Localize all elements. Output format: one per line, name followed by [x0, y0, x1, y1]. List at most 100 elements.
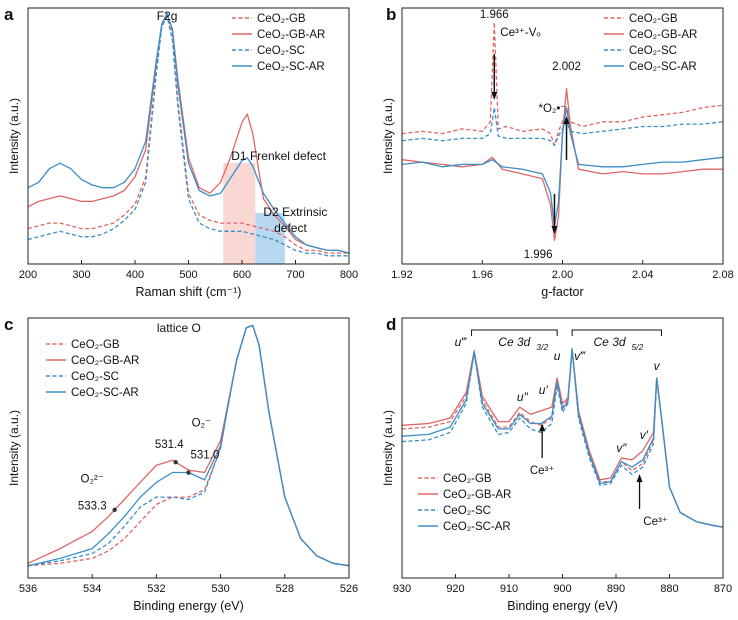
annotation-u1: u′	[539, 383, 549, 397]
bracket-3d32	[471, 329, 558, 336]
panel-label-b: b	[386, 5, 396, 24]
annotation-v3: v‴	[574, 349, 586, 363]
x-tick-label-d-3: 900	[553, 583, 571, 595]
series-line-b-3	[401, 106, 724, 227]
legend-label-d-2: CeO₂-SC	[443, 505, 491, 517]
annotation-u2: u″	[517, 390, 529, 404]
annotation-533-3: 533.3	[78, 501, 107, 513]
x-tick-label-b-4: 2.08	[712, 269, 733, 281]
annotation-sub52: 5/2	[632, 342, 644, 352]
arrow-head-2002	[563, 116, 570, 124]
x-tick-label-a-1: 300	[72, 269, 90, 281]
x-tick-label-a-2: 400	[126, 269, 144, 281]
annotation-sub32: 3/2	[536, 342, 548, 352]
x-tick-label-b-2: 2.00	[552, 269, 573, 281]
series-line-d-2	[401, 348, 724, 528]
panel-label-c: c	[4, 315, 13, 334]
annotation-531-4: 531.4	[155, 439, 184, 451]
legend-label-d-0: CeO₂-GB	[443, 473, 492, 485]
x-tick-label-b-0: 1.92	[391, 269, 412, 281]
legend-label-d-3: CeO₂-SC-AR	[443, 521, 511, 533]
annotation-ce3-a: Ce³⁺	[530, 465, 555, 477]
x-tick-label-a-5: 700	[286, 269, 304, 281]
y-axis-label-a: Intensity (a.u.)	[7, 98, 21, 174]
legend-label-c-2: CeO₂-SC	[71, 371, 119, 383]
series-line-a-3	[27, 12, 350, 254]
marker-0	[112, 507, 117, 513]
legend-label-b-1: CeO₂-GB-AR	[629, 29, 697, 41]
series-line-b-2	[401, 106, 724, 147]
axes-frame-c	[27, 317, 350, 579]
series-line-a-2	[27, 15, 349, 257]
x-axis-label-b: g-factor	[541, 285, 583, 299]
annotation-ce3d32: Ce 3d	[498, 335, 530, 349]
annotation-o2-2minus: O₂²⁻	[81, 473, 104, 485]
annotation-g1966: 1.966	[480, 9, 509, 21]
annotation-o2-radical: *O₂•⁻	[538, 103, 566, 115]
x-tick-label-b-1: 1.96	[472, 269, 493, 281]
x-tick-label-d-2: 910	[500, 583, 518, 595]
arrow-head-ce3b	[636, 474, 643, 483]
annotation-ce3d52: Ce 3d	[594, 335, 626, 349]
x-tick-label-c-3: 530	[211, 583, 229, 595]
x-tick-label-a-4: 600	[233, 269, 251, 281]
x-tick-label-d-0: 930	[393, 583, 411, 595]
panel-label-a: a	[4, 5, 14, 24]
annotation-lattice-o: lattice O	[157, 321, 201, 335]
panel-label-d: d	[386, 315, 396, 334]
arrow-head-1966	[491, 92, 498, 100]
arrow-head-ce3a	[539, 423, 546, 432]
x-tick-label-c-0: 536	[19, 583, 37, 595]
bracket-3d52	[571, 329, 662, 336]
annotation-g2002: 2.002	[552, 61, 581, 73]
x-axis-label-d: Binding energy (eV)	[507, 599, 617, 613]
annotation-ce3-b: Ce³⁺	[643, 516, 668, 528]
x-tick-label-c-2: 532	[147, 583, 165, 595]
y-axis-label-d: Intensity (a.u.)	[381, 410, 395, 486]
series-line-d-3	[401, 348, 724, 528]
marker-1	[173, 460, 178, 465]
arrow-head-1996	[551, 226, 558, 234]
x-tick-label-c-1: 534	[83, 583, 101, 595]
legend-label-c-0: CeO₂-GB	[71, 339, 120, 351]
annotation-u: u	[554, 349, 561, 363]
x-tick-label-d-6: 870	[714, 583, 732, 595]
annotation-d2b: defect	[274, 221, 307, 235]
legend-label-b-0: CeO₂-GB	[629, 13, 678, 25]
y-axis-label-b: Intensity (a.u.)	[381, 98, 395, 174]
legend-label-b-2: CeO₂-SC	[629, 45, 677, 57]
legend-label-a-1: CeO₂-GB-AR	[257, 29, 325, 41]
legend-label-c-1: CeO₂-GB-AR	[71, 355, 139, 367]
x-axis-label-a: Raman shift (cm⁻¹)	[136, 285, 242, 299]
legend-label-c-3: CeO₂-SC-AR	[71, 387, 139, 399]
annotation-531-0: 531.0	[191, 450, 220, 462]
legend-label-b-3: CeO₂-SC-AR	[629, 61, 697, 73]
x-tick-label-d-1: 920	[446, 583, 464, 595]
legend-label-a-0: CeO₂-GB	[257, 13, 306, 25]
x-tick-label-a-3: 500	[179, 269, 197, 281]
x-tick-label-a-0: 200	[19, 269, 37, 281]
x-tick-label-a-6: 800	[340, 269, 358, 281]
panel-c-xps-o1s: 536 534 532 530 528 526 Binding energy (eV) Int…	[7, 317, 358, 613]
annotation-o2-minus: O₂⁻	[192, 418, 211, 430]
legend-label-a-2: CeO₂-SC	[257, 45, 305, 57]
marker-2	[186, 470, 191, 475]
x-axis-label-c: Binding energy (eV)	[133, 599, 243, 613]
annotation-u3: u‴	[455, 335, 468, 349]
series-line-a-1	[27, 12, 350, 254]
x-tick-label-c-4: 528	[276, 583, 294, 595]
shaded-region-d1	[223, 163, 256, 264]
axes-frame-d	[401, 317, 724, 579]
legend-label-a-3: CeO₂-SC-AR	[257, 61, 325, 73]
annotation-f2g: F2g	[157, 9, 178, 23]
x-tick-label-b-3: 2.04	[632, 269, 653, 281]
y-axis-label-c: Intensity (a.u.)	[7, 410, 21, 486]
annotation-d2a: D2 Extrinsic	[263, 205, 327, 219]
panel-a-raman: 200 300 400 500 600 700 800 Raman shift (cm⁻¹) I…	[7, 7, 358, 299]
annotation-g1996: 1.996	[524, 249, 553, 261]
x-tick-label-d-4: 890	[607, 583, 625, 595]
legend-label-d-1: CeO₂-GB-AR	[443, 489, 511, 501]
panel-b-epr: 1.92 1.96 2.00 2.04 2.08 g-factor Intensity (a…	[381, 7, 734, 299]
annotation-v2: v″	[616, 441, 627, 455]
